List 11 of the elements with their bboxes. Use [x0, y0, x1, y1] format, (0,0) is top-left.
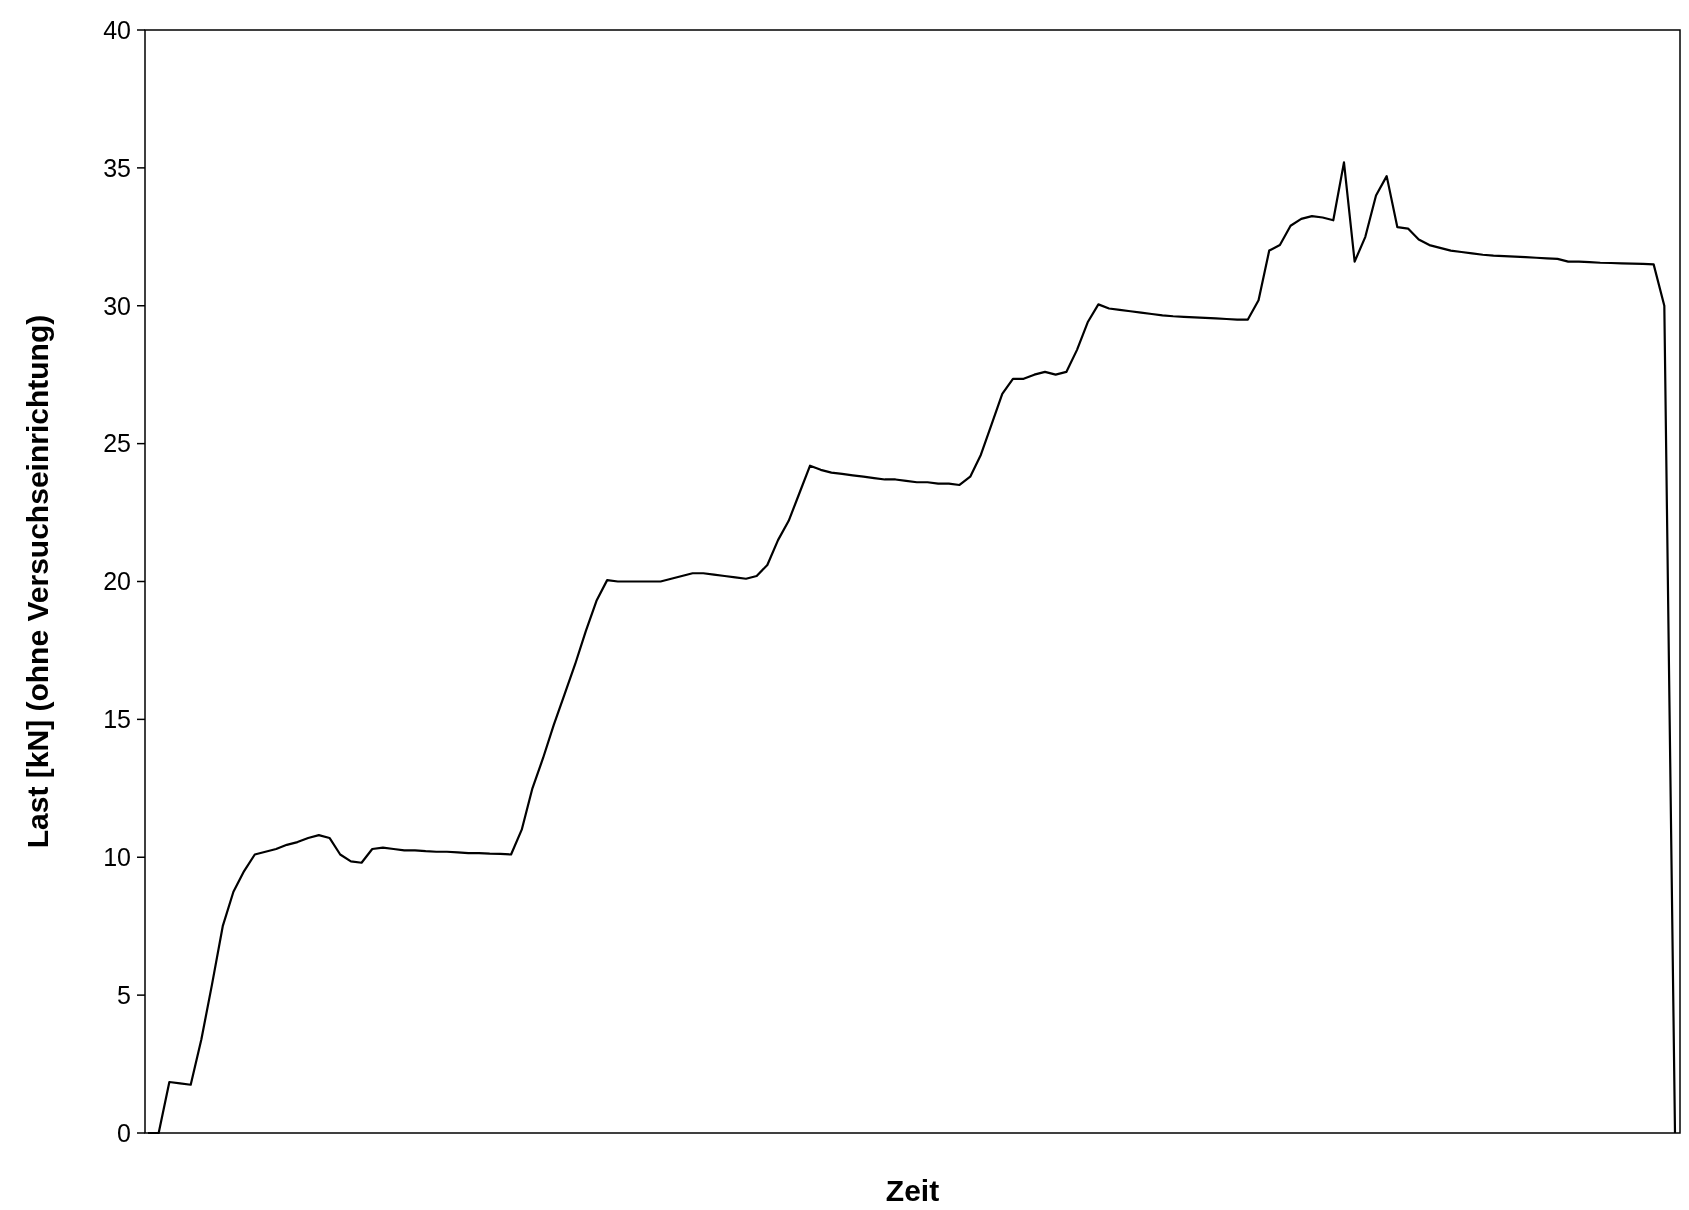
- y-tick-label: 30: [103, 291, 131, 320]
- y-tick-label: 25: [103, 429, 131, 458]
- y-tick-label: 0: [117, 1118, 131, 1147]
- y-tick-label: 10: [103, 843, 131, 871]
- y-tick-label: 40: [103, 15, 131, 44]
- y-tick-label: 20: [103, 567, 131, 596]
- x-axis-title: Zeit: [885, 1174, 940, 1207]
- y-tick-label: 15: [103, 705, 131, 734]
- y-axis-title: Last [kN] (ohne Versuchseinrichtung): [21, 314, 54, 849]
- y-tick-label: 5: [117, 980, 131, 1009]
- y-tick-label: 35: [103, 153, 131, 182]
